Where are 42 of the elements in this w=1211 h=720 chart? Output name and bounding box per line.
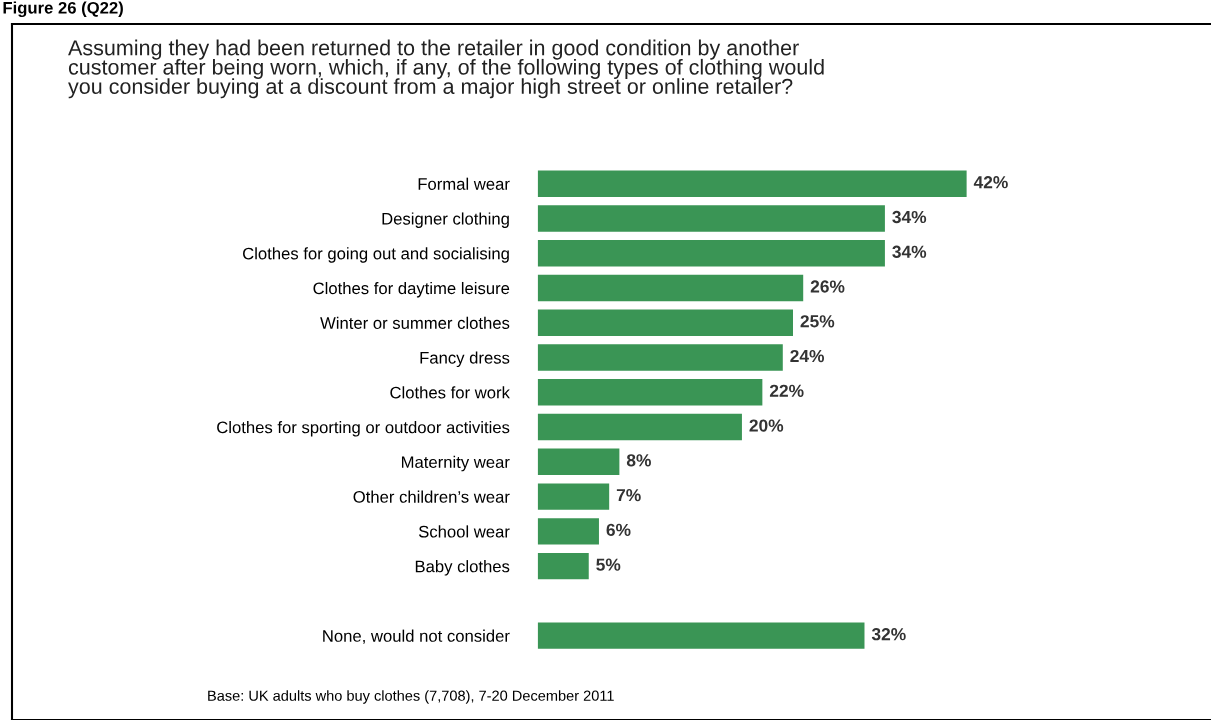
bar — [537, 274, 804, 302]
data-label: 32% — [871, 628, 906, 641]
bar — [537, 344, 783, 371]
y-tick-label: Other children’s wear — [353, 490, 510, 503]
chart-subtitle: Assuming they had been returned to the retailer in good condition by another customer after being worn, which, if any, of the following types of clothing would you consider buying at a discount from a major high street or online retailer? — [68, 39, 824, 99]
data-label: 26% — [810, 280, 845, 293]
y-tick-label: Clothes for daytime leisure — [313, 281, 510, 298]
bar — [537, 240, 885, 267]
bar — [537, 413, 742, 441]
y-tick-label: Fancy dress — [420, 351, 510, 368]
bar — [537, 518, 599, 545]
data-label: 6% — [606, 523, 631, 537]
y-tick-label: Maternity wear — [401, 455, 510, 472]
y-tick-label: Winter or summer clothes — [320, 316, 510, 329]
data-label: 42% — [973, 176, 1008, 189]
bar — [537, 205, 885, 232]
y-tick-label: Designer clothing — [382, 212, 509, 228]
data-label: 22% — [769, 384, 804, 397]
y-tick-label: School wear — [418, 525, 510, 538]
y-tick-label: Clothes for sporting or outdoor activities — [217, 421, 510, 437]
y-tick-label: Clothes for work — [390, 386, 510, 399]
data-label: 8% — [626, 454, 651, 467]
y-tick-label: Baby clothes — [415, 560, 510, 576]
bar — [537, 309, 793, 336]
data-label: 5% — [596, 558, 621, 571]
data-label: 34% — [892, 210, 927, 224]
data-label: 24% — [790, 349, 825, 363]
y-tick-label: None, would not consider — [323, 629, 510, 644]
text: Base: UK adults who buy clothes (7,708), 7-20 December 2011 — [208, 690, 614, 704]
bar — [537, 379, 763, 406]
bar — [537, 483, 610, 510]
data-label: 25% — [800, 315, 835, 328]
bar — [537, 170, 967, 197]
bar — [537, 552, 589, 580]
data-label: 34% — [892, 245, 927, 258]
y-tick-label: Clothes for going out and socialising — [243, 247, 509, 263]
text: Figure 26 (Q22) — [3, 1, 123, 18]
data-label: 7% — [616, 489, 641, 502]
data-label: 20% — [749, 419, 784, 432]
bar — [537, 622, 865, 649]
y-tick-label: Formal wear — [418, 177, 510, 190]
bar — [537, 448, 620, 476]
